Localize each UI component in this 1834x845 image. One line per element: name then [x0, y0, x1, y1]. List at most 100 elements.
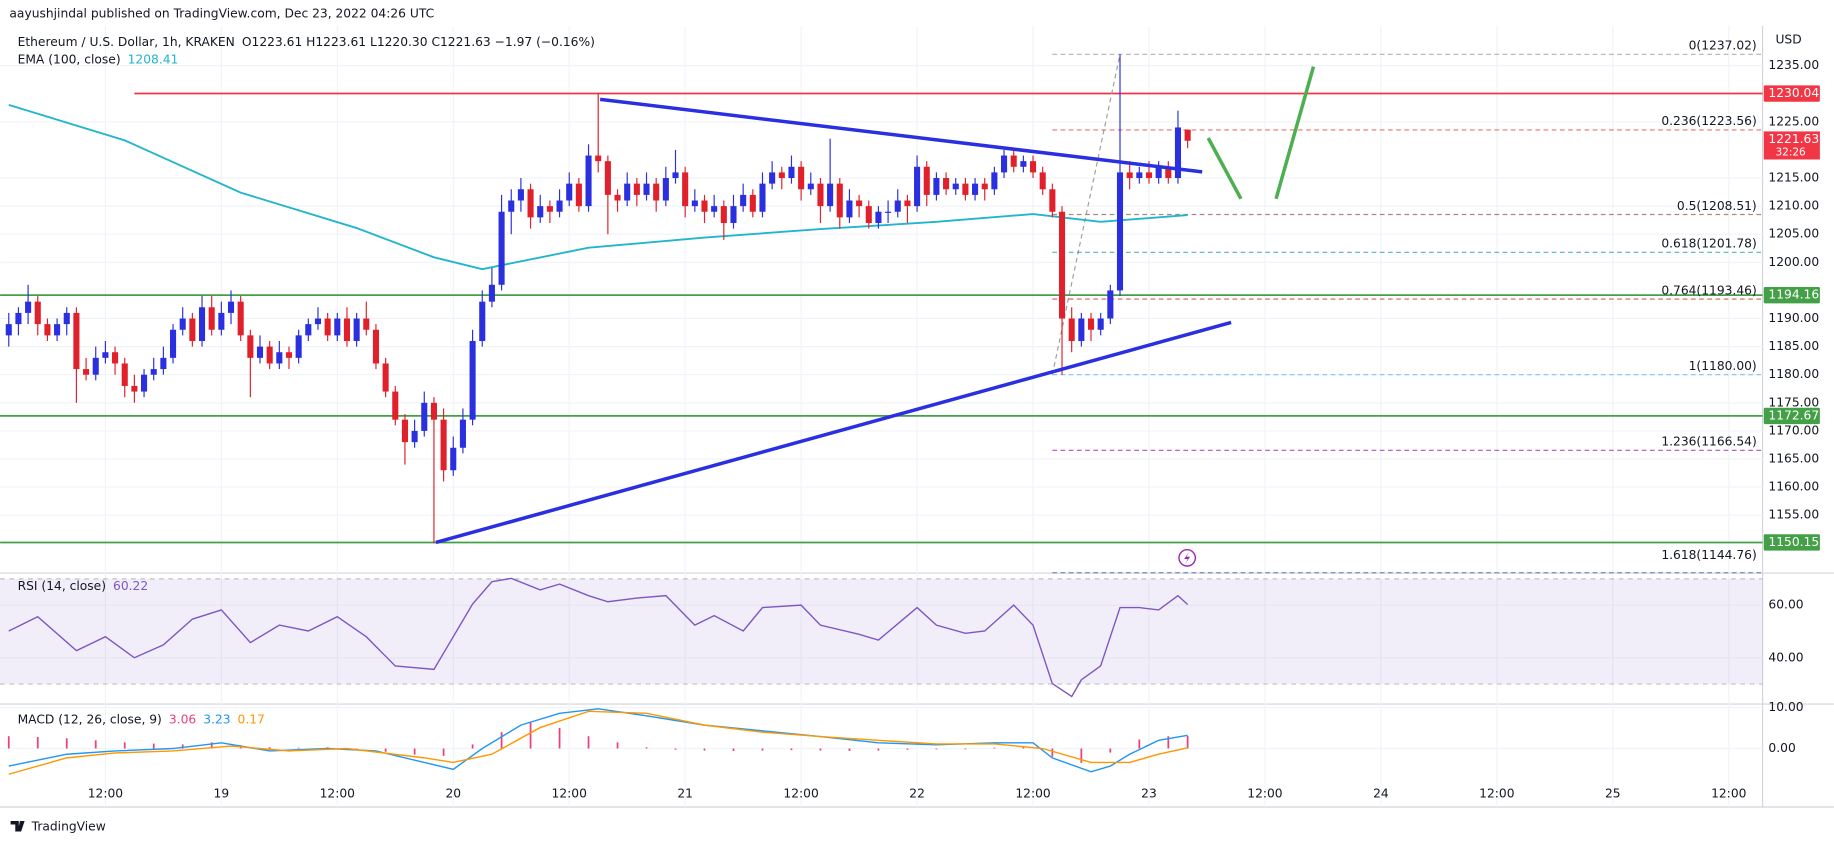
y-tick-label: 60.00 [1768, 598, 1803, 612]
candle-body [749, 194, 756, 212]
candle-body [488, 284, 495, 302]
plot: 0(1237.02) 0.236(1223.56) 0.5(1208.51) 0.61… [0, 39, 1763, 775]
brand-text: TradingView [31, 819, 106, 833]
candle-body [1087, 318, 1095, 330]
fib-label: 0.5(1208.51) [1677, 199, 1757, 213]
ohlc-legend: O1223.61 H1223.61 L1220.30 C1221.63 −1.9… [242, 35, 595, 49]
candle-body [169, 329, 177, 358]
candle-body [904, 200, 911, 207]
level-badge [1763, 407, 1820, 425]
y-tick-label: 1165.00 [1768, 452, 1819, 466]
candle-body [575, 183, 582, 207]
candle-body [334, 318, 341, 336]
candle-body [817, 183, 824, 207]
alert-icon[interactable] [1178, 548, 1197, 567]
candle-body [566, 183, 573, 201]
candle-body [1155, 166, 1162, 179]
candle-body [1136, 172, 1143, 179]
y-tick-label: 1185.00 [1768, 339, 1819, 353]
candle-body [633, 183, 640, 195]
axes: 12:00 19 12:00 20 12:00 21 12:00 22 12:00 23 12:00… [88, 58, 1820, 801]
ema-value: 1208.41 [128, 52, 179, 66]
fib-label: 0.618(1201.78) [1661, 237, 1756, 251]
candle-body [198, 307, 206, 341]
candle-body [353, 318, 360, 341]
projection-arrow [1274, 66, 1316, 200]
candle-body [1010, 155, 1017, 167]
y-tick-label: 1160.00 [1768, 480, 1819, 494]
candle-body [527, 189, 534, 218]
candle-body [807, 183, 814, 190]
candle-body [83, 369, 90, 375]
fib-label: 1.236(1166.54) [1661, 435, 1756, 449]
candle-body [933, 178, 940, 195]
candle-body [991, 172, 998, 190]
y-tick-label: 1215.00 [1768, 171, 1819, 185]
candle-body [1107, 290, 1114, 319]
candle-body [614, 194, 621, 201]
candle-body [121, 363, 128, 386]
candle-body [827, 183, 834, 207]
candle-body [1029, 161, 1037, 173]
candle-body [430, 402, 437, 420]
candle-body [276, 352, 283, 364]
candle-body [682, 172, 689, 207]
brand: TradingView [10, 819, 106, 833]
candle-body [141, 374, 148, 392]
macd-value: 3.23 [203, 712, 230, 726]
candle-body [179, 318, 186, 330]
rsi-band [0, 578, 1763, 685]
fib-label: 0.764(1193.46) [1661, 283, 1756, 297]
signal-value: 0.17 [238, 712, 265, 726]
candle-body [788, 166, 795, 179]
candle-body [740, 194, 747, 207]
projection-arrow [1206, 137, 1243, 200]
macd-line [8, 710, 1188, 775]
y-tick-label: 40.00 [1768, 650, 1803, 664]
candle-body [720, 206, 727, 223]
x-tick-label: 20 [445, 787, 461, 801]
candle-body [962, 183, 969, 195]
fib-label: 0(1237.02) [1689, 39, 1757, 53]
y-tick-label: 1190.00 [1768, 311, 1819, 325]
candle-body [459, 419, 466, 448]
macd-name: MACD (12, 26, close, 9) [18, 712, 162, 726]
candle-body [778, 172, 785, 179]
candle-body [343, 318, 351, 341]
candle-body [1058, 211, 1066, 319]
candle-body [769, 172, 776, 184]
candle-body [759, 183, 766, 212]
candle-body [1020, 161, 1027, 167]
candle-body [247, 335, 254, 358]
candle-body [691, 200, 698, 207]
x-tick-label: 24 [1373, 787, 1389, 801]
candle-body [585, 155, 592, 207]
candle-body [227, 301, 235, 313]
candle-body [218, 312, 225, 330]
candle-body [5, 324, 12, 336]
candle-body [711, 206, 718, 212]
level-badge [1763, 286, 1820, 304]
candle-body [305, 324, 312, 336]
candle-body [894, 200, 901, 212]
symbol-legend: Ethereum / U.S. Dollar, 1h, KRAKEN O1223.… [18, 35, 595, 49]
level-badge [1763, 85, 1820, 102]
candle-body [1001, 155, 1008, 173]
candle-body [63, 312, 70, 325]
level-badge-text: 1150.15 [1768, 535, 1819, 549]
y-tick-label: 1170.00 [1768, 423, 1819, 437]
candle-body [189, 318, 196, 341]
candle-body [943, 178, 950, 190]
symbol-title: Ethereum / U.S. Dollar, 1h, KRAKEN [18, 35, 235, 49]
candle-body [411, 430, 418, 443]
candle-body [923, 166, 930, 195]
macd-hist-value: 3.06 [169, 712, 197, 726]
candle-body [160, 357, 167, 370]
rsi-value: 60.22 [113, 578, 148, 592]
candle-body [595, 155, 602, 162]
candle-body [44, 324, 51, 336]
fib-label: 1.618(1144.76) [1661, 548, 1756, 562]
currency: USD [1775, 32, 1801, 46]
candle-body [15, 312, 22, 325]
